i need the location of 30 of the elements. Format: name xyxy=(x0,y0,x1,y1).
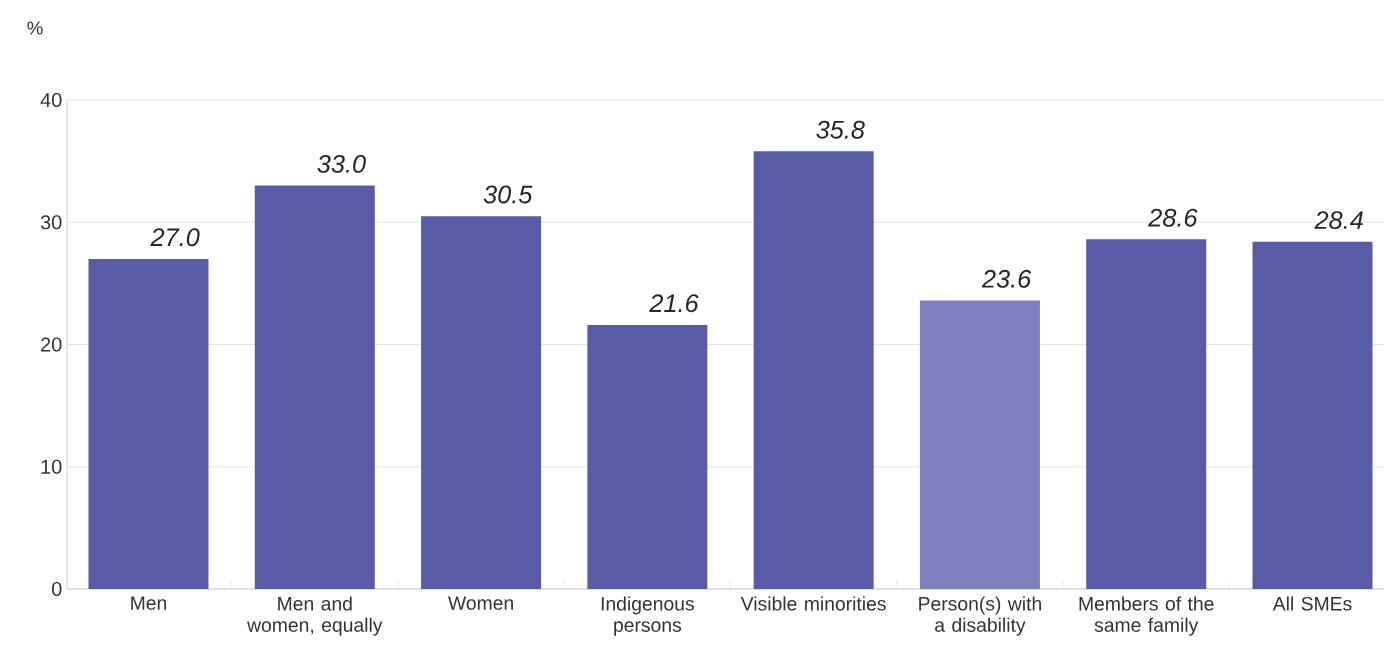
data-label: 21.6 xyxy=(649,294,699,313)
x-tick-label: Indigenous persons xyxy=(601,596,694,636)
x-tick-label: Men xyxy=(131,596,167,610)
x-tick-label: Women xyxy=(448,596,513,610)
bar xyxy=(919,300,1040,589)
data-label: 33.0 xyxy=(317,154,366,173)
x-tick-label: Members of the same family xyxy=(1079,596,1214,636)
data-label: 28.4 xyxy=(1314,211,1363,230)
x-tick-label: Visible minorities xyxy=(740,596,886,611)
data-label: 35.8 xyxy=(816,120,865,139)
y-axis-title: % xyxy=(27,21,43,35)
y-tick-label: 10 xyxy=(41,459,62,474)
bar xyxy=(1252,241,1373,589)
data-label: 23.6 xyxy=(981,269,1032,288)
x-tick-label: All SMEs xyxy=(1272,596,1352,611)
x-tick-label: Men and women, equally xyxy=(247,596,383,636)
bar xyxy=(1086,239,1207,589)
bar xyxy=(254,185,375,589)
bar xyxy=(753,151,874,589)
y-tick-label: 0 xyxy=(51,581,62,597)
data-label: 30.5 xyxy=(483,185,533,204)
bar xyxy=(88,258,209,589)
data-label: 28.6 xyxy=(1148,208,1198,227)
bar xyxy=(587,324,708,589)
y-tick-label: 40 xyxy=(40,92,62,108)
data-label: 27.0 xyxy=(150,228,200,247)
x-tick-label: Person(s) with a disability xyxy=(919,596,1041,636)
y-tick-label: 20 xyxy=(41,337,62,352)
y-tick-label: 30 xyxy=(40,215,62,230)
bar xyxy=(421,216,542,589)
